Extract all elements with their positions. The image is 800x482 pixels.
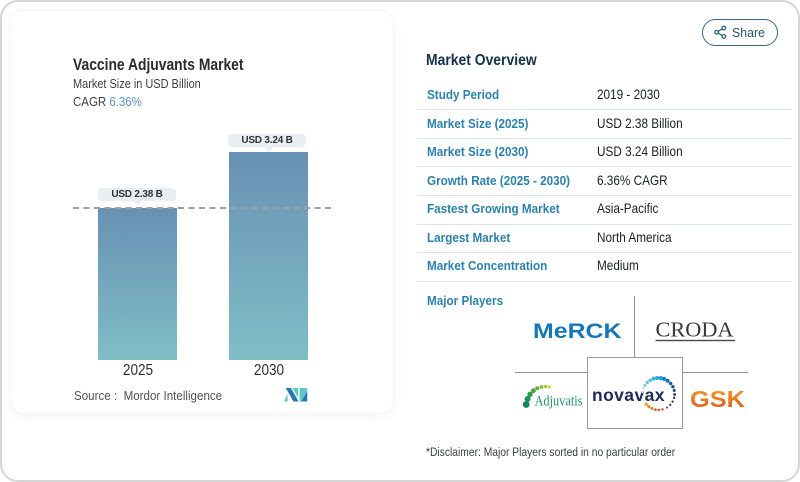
svg-text:MeRCK: MeRCK [533, 322, 622, 340]
svg-text:CRODA: CRODA [656, 319, 734, 342]
svg-text:Adjuvatis: Adjuvatis [535, 394, 583, 410]
svg-text:GSK: GSK [690, 389, 745, 409]
